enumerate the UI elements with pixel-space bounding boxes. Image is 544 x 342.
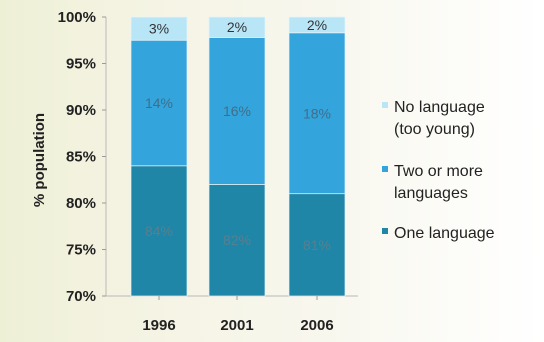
data-label: 14%	[145, 95, 173, 111]
legend-label: One language	[394, 225, 495, 242]
legend-item: One language	[382, 225, 495, 242]
data-label: 84%	[145, 223, 173, 239]
legend-swatch	[382, 166, 388, 172]
y-tick-label: 100%	[58, 9, 96, 26]
bar-segment	[130, 16, 188, 41]
bar-segment	[208, 16, 266, 38]
bar-segment	[288, 16, 346, 34]
y-tick-label: 75%	[66, 242, 96, 259]
bar-segment	[288, 32, 346, 195]
x-tick-label: 2006	[300, 317, 333, 334]
data-label: 3%	[149, 21, 169, 37]
legend-item: Two or more languages	[382, 163, 483, 202]
data-label: 81%	[303, 237, 331, 253]
data-label: 16%	[223, 103, 251, 119]
bar-segment	[130, 165, 188, 297]
y-tick-label: 70%	[66, 288, 96, 305]
y-tick-label: 90%	[66, 102, 96, 119]
legend-swatch	[382, 102, 388, 108]
y-tick-label: 80%	[66, 195, 96, 212]
legend-item: No language (too young)	[382, 99, 485, 138]
y-tick-label: 85%	[66, 149, 96, 166]
legend-swatch	[382, 228, 388, 234]
bar-segment	[288, 193, 346, 297]
y-axis-title: % population	[31, 113, 48, 207]
y-tick-label: 95%	[66, 56, 96, 73]
legend-label: Two or more languages	[394, 163, 483, 202]
x-tick-label: 2001	[220, 317, 253, 334]
legend-label: No language (too young)	[394, 99, 485, 138]
data-label: 2%	[307, 17, 327, 33]
x-tick-label: 1996	[142, 317, 175, 334]
data-label: 2%	[227, 19, 247, 35]
data-label: 82%	[223, 232, 251, 248]
data-label: 18%	[303, 105, 331, 121]
